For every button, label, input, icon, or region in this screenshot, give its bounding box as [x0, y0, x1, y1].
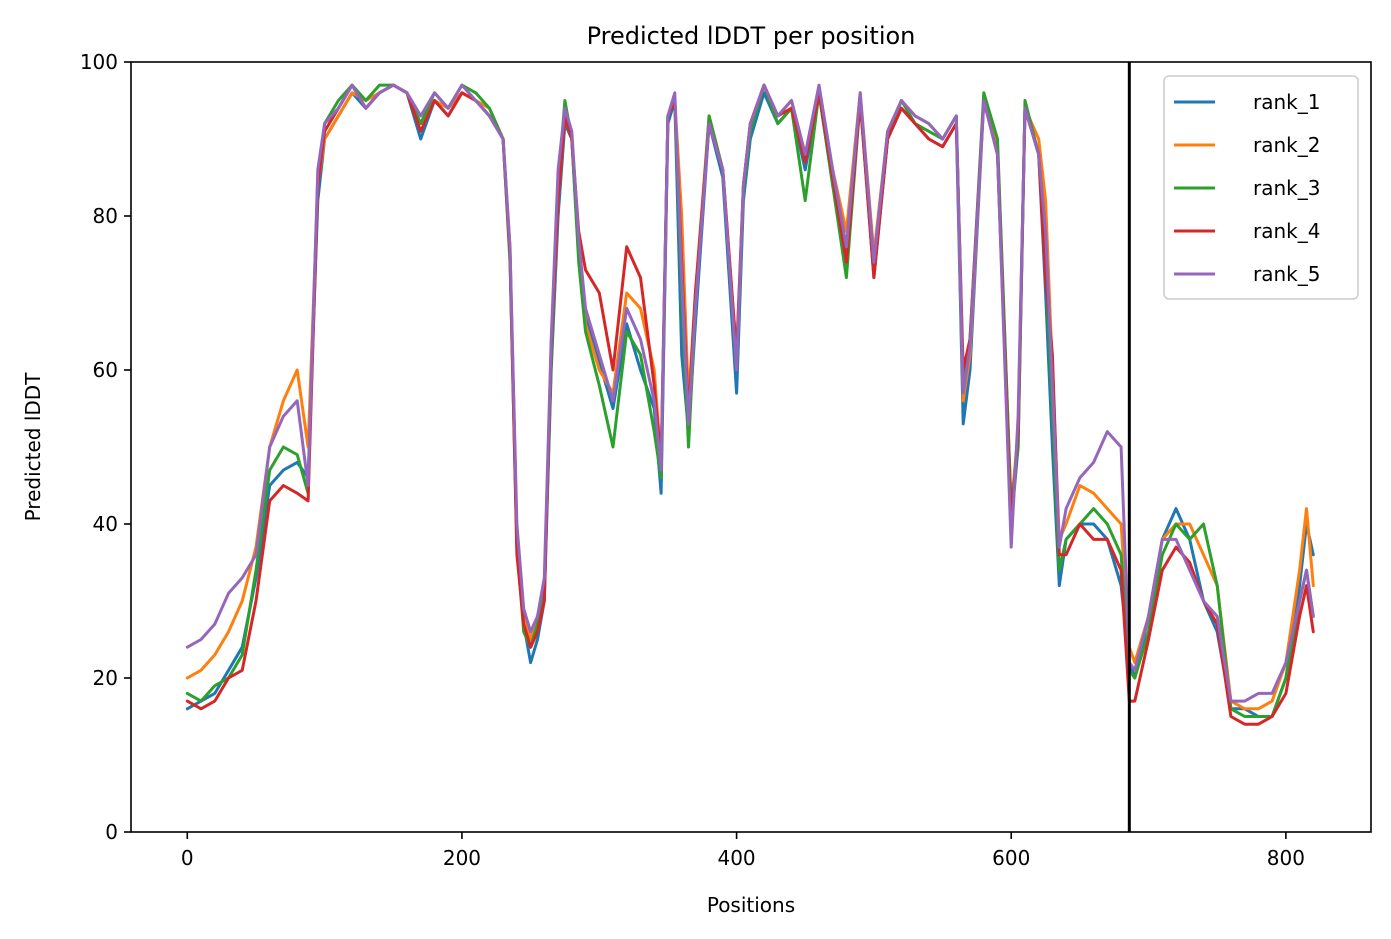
legend-label-rank_4: rank_4 — [1253, 219, 1320, 243]
y-tick-label: 20 — [93, 666, 118, 690]
y-tick-label: 80 — [93, 204, 118, 228]
y-axis-ticks: 0 20 40 60 80 100 — [80, 50, 131, 844]
x-axis-label: Positions — [707, 893, 795, 917]
legend-label-rank_3: rank_3 — [1253, 176, 1320, 200]
legend-label-rank_1: rank_1 — [1253, 90, 1320, 114]
legend: rank_1 rank_2 rank_3 rank_4 rank_5 — [1163, 75, 1359, 300]
y-tick-label: 0 — [105, 820, 118, 844]
axes-frame — [130, 61, 1372, 833]
plot-series — [185, 83, 1315, 726]
x-tick-label: 0 — [181, 846, 194, 870]
y-tick-label: 100 — [80, 50, 118, 74]
legend-frame — [1163, 75, 1359, 300]
series-line-rank_5 — [185, 83, 1315, 703]
chart-title: Predicted lDDT per position — [587, 22, 916, 50]
x-axis-ticks: 0 200 400 600 800 — [181, 832, 1305, 870]
y-tick-label: 40 — [93, 512, 118, 536]
y-axis-label: Predicted lDDT — [21, 372, 45, 522]
legend-label-rank_2: rank_2 — [1253, 133, 1320, 157]
x-tick-label: 800 — [1267, 846, 1305, 870]
legend-label-rank_5: rank_5 — [1253, 262, 1320, 286]
x-tick-label: 400 — [717, 846, 755, 870]
y-tick-label: 60 — [93, 358, 118, 382]
x-tick-label: 600 — [992, 846, 1030, 870]
x-tick-label: 200 — [443, 846, 481, 870]
